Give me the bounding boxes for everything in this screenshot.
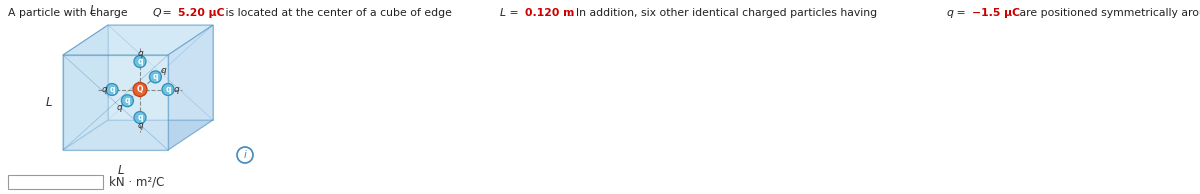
Text: is located at the center of a cube of edge: is located at the center of a cube of ed… bbox=[222, 8, 456, 18]
Text: q: q bbox=[173, 85, 179, 94]
Text: . In addition, six other identical charged particles having: . In addition, six other identical charg… bbox=[569, 8, 881, 18]
Text: Q: Q bbox=[152, 8, 161, 18]
Circle shape bbox=[238, 147, 253, 163]
Text: q: q bbox=[137, 121, 143, 130]
Text: q: q bbox=[125, 96, 130, 105]
Polygon shape bbox=[64, 25, 108, 150]
Polygon shape bbox=[64, 120, 214, 150]
Text: L: L bbox=[46, 96, 53, 109]
Text: A particle with charge: A particle with charge bbox=[8, 8, 131, 18]
Text: 5.20 μC: 5.20 μC bbox=[178, 8, 224, 18]
Text: are positioned symmetrically around Q as shown in the figure below. Determine th: are positioned symmetrically around Q as… bbox=[1016, 8, 1200, 18]
Polygon shape bbox=[64, 25, 214, 55]
Circle shape bbox=[134, 55, 146, 68]
Text: q: q bbox=[152, 72, 158, 81]
Polygon shape bbox=[108, 25, 214, 120]
Text: q: q bbox=[166, 85, 170, 94]
Text: −1.5 μC: −1.5 μC bbox=[972, 8, 1020, 18]
Circle shape bbox=[134, 112, 146, 124]
Text: q: q bbox=[161, 66, 167, 75]
Polygon shape bbox=[168, 25, 214, 150]
Text: q: q bbox=[101, 85, 107, 94]
Circle shape bbox=[150, 71, 161, 83]
Text: L: L bbox=[499, 8, 505, 18]
Circle shape bbox=[121, 95, 133, 107]
Text: q: q bbox=[137, 49, 143, 58]
Text: q: q bbox=[947, 8, 954, 18]
Circle shape bbox=[162, 83, 174, 95]
Text: Q: Q bbox=[137, 85, 143, 94]
Text: =: = bbox=[505, 8, 522, 18]
Text: q: q bbox=[137, 57, 143, 66]
FancyBboxPatch shape bbox=[8, 175, 103, 189]
Circle shape bbox=[106, 83, 118, 95]
Polygon shape bbox=[64, 55, 168, 150]
Text: L: L bbox=[118, 164, 124, 177]
Text: q: q bbox=[109, 85, 115, 94]
Circle shape bbox=[133, 82, 148, 96]
Text: q: q bbox=[116, 103, 122, 112]
Text: kN · m²/C: kN · m²/C bbox=[109, 176, 164, 189]
Text: =: = bbox=[953, 8, 970, 18]
Text: L: L bbox=[90, 4, 96, 17]
Text: 0.120 m: 0.120 m bbox=[524, 8, 574, 18]
Text: i: i bbox=[244, 150, 246, 160]
Text: =: = bbox=[160, 8, 175, 18]
Text: q: q bbox=[137, 113, 143, 122]
